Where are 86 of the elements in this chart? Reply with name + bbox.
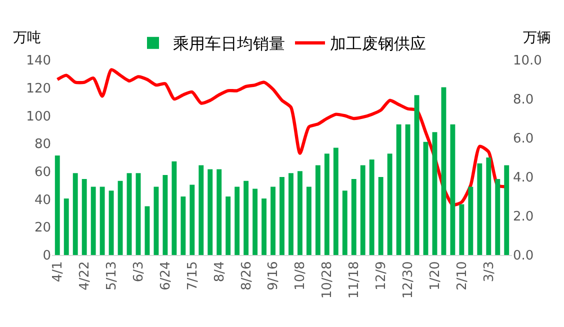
bar — [288, 173, 294, 255]
bar — [64, 198, 69, 255]
y2-tick-label: 6.0 — [513, 132, 534, 147]
bar — [234, 186, 240, 255]
bar — [90, 186, 96, 255]
x-tick-label: 7/15 — [185, 261, 200, 290]
bar — [315, 165, 320, 255]
y-axis-title: 万吨 — [13, 30, 41, 46]
bar — [226, 196, 231, 255]
bar — [216, 169, 222, 255]
y-tick-label: 20 — [34, 220, 51, 236]
bar — [441, 87, 446, 255]
bar — [82, 178, 87, 255]
x-tick-label: 9/16 — [266, 261, 282, 290]
x-tick-label: 10/28 — [320, 261, 336, 299]
bar — [54, 156, 60, 255]
bar — [333, 148, 338, 255]
bar — [378, 177, 384, 255]
x-tick-label: 11/18 — [347, 261, 362, 299]
bar — [100, 186, 105, 255]
bar — [154, 186, 159, 255]
bar — [423, 142, 428, 255]
bar — [244, 180, 249, 255]
y-tick-label: 0 — [42, 248, 51, 264]
legend-label: 加工废钢供应 — [330, 34, 426, 54]
y2-tick-label: 2.0 — [513, 210, 534, 225]
bar — [342, 190, 348, 255]
bar — [252, 188, 258, 255]
x-tick-label: 5/13 — [104, 261, 120, 290]
bar — [432, 132, 438, 255]
x-tick-label: 4/22 — [78, 261, 93, 290]
x-tick-label: 10/8 — [293, 261, 308, 290]
x-tick-label: 8/26 — [239, 261, 254, 290]
bar — [504, 165, 510, 255]
x-tick-label: 4/1 — [50, 261, 66, 282]
bar — [172, 161, 177, 255]
bar — [306, 186, 312, 255]
bar — [468, 186, 474, 255]
y-tick-label: 120 — [26, 81, 51, 96]
x-tick-label: 3/3 — [482, 261, 497, 282]
bar — [162, 175, 168, 255]
x-tick-label: 8/4 — [212, 261, 228, 282]
bar — [387, 154, 392, 255]
bar — [324, 154, 330, 255]
bar — [459, 204, 464, 255]
bar — [477, 163, 482, 255]
y-tick-label: 140 — [26, 54, 51, 69]
bar — [280, 177, 284, 255]
y-tick-label: 100 — [26, 109, 51, 124]
bar — [190, 184, 195, 255]
y2-axis-title: 万辆 — [523, 30, 551, 46]
bar — [360, 165, 366, 255]
bar — [351, 178, 356, 255]
bar — [298, 171, 302, 255]
x-tick-label: 6/24 — [158, 261, 174, 290]
legend-label: 乘用车日均销量 — [173, 34, 285, 54]
bar — [396, 124, 402, 255]
bar — [450, 124, 456, 255]
bar — [486, 158, 492, 255]
bar — [414, 95, 420, 255]
bar — [270, 186, 276, 255]
bar — [262, 198, 266, 255]
bar — [180, 196, 186, 255]
bar — [369, 159, 374, 255]
x-tick-label: 2/10 — [454, 261, 470, 290]
bar — [126, 173, 132, 255]
x-tick-label: 12/9 — [374, 261, 390, 290]
y-tick-label: 40 — [34, 192, 51, 208]
bar — [136, 173, 141, 255]
bar — [118, 180, 123, 255]
bar — [144, 206, 150, 255]
x-tick-label: 6/3 — [131, 261, 146, 282]
bar — [208, 169, 213, 255]
bar — [72, 173, 78, 255]
bar — [108, 190, 114, 255]
y2-tick-label: 8.0 — [513, 92, 534, 108]
x-tick-label: 1/20 — [428, 261, 443, 290]
y-tick-label: 60 — [34, 164, 51, 180]
y2-tick-label: 4.0 — [513, 170, 534, 186]
bar — [495, 178, 500, 255]
bar — [198, 165, 204, 255]
x-tick-label: 12/30 — [401, 261, 416, 299]
bar — [405, 124, 410, 255]
y2-tick-label: 10.0 — [513, 54, 542, 69]
y-tick-label: 80 — [34, 137, 51, 152]
y2-tick-label: 0.0 — [513, 248, 534, 264]
